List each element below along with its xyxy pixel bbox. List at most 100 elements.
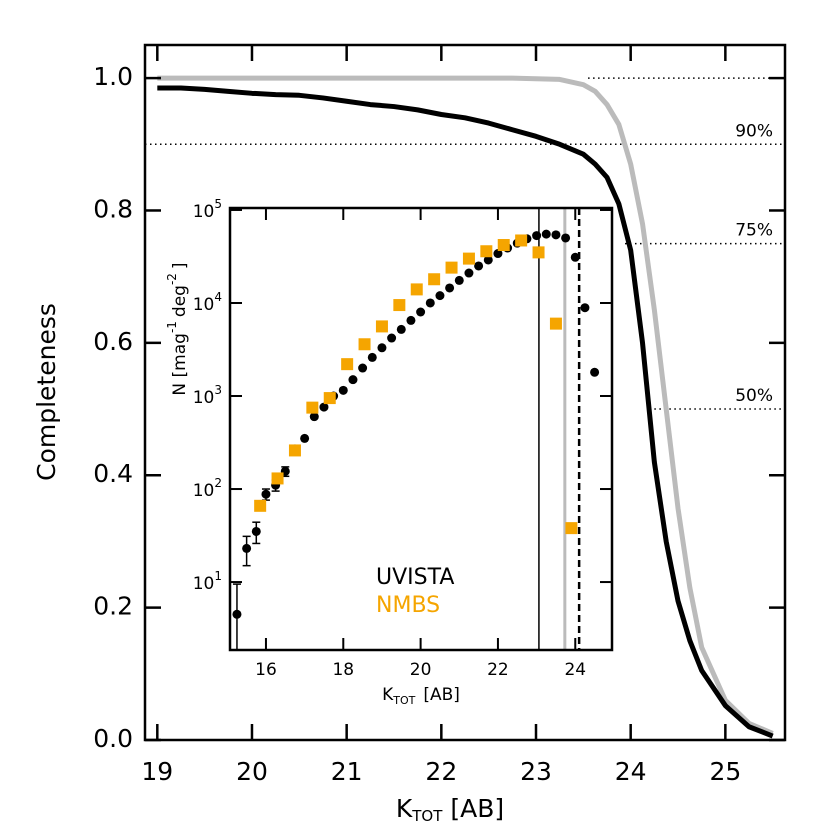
circle-marker <box>532 231 542 241</box>
circle-marker <box>358 363 368 373</box>
y-tick-exp: 1 <box>214 569 222 583</box>
y-tick-exp: 4 <box>214 289 222 303</box>
x-axis-label: KTOT [AB] <box>382 685 460 707</box>
x-tick-label: 20 <box>410 660 432 680</box>
square-marker <box>462 252 475 265</box>
y-tick-label: 105 <box>193 196 222 222</box>
circle-marker <box>493 249 503 259</box>
circle-marker <box>454 275 464 285</box>
x-axis-label-base: K <box>382 685 394 705</box>
y-tick-label: 0.2 <box>93 592 133 621</box>
circle-marker <box>435 291 445 301</box>
circle-marker <box>483 255 493 265</box>
reference-label: 90% <box>735 121 773 141</box>
circle-marker <box>348 375 358 385</box>
y-tick-label: 101 <box>193 569 222 595</box>
circle-marker <box>474 261 484 271</box>
x-tick-label: 21 <box>331 757 363 786</box>
x-tick-label: 19 <box>141 757 173 786</box>
y-tick-exp: 3 <box>214 383 222 397</box>
y-axis-label: Completeness <box>32 303 61 481</box>
circle-marker <box>570 252 580 262</box>
x-tick-label: 24 <box>615 757 647 786</box>
circle-marker <box>396 324 406 334</box>
y-axis-label-part: N [mag <box>170 333 190 396</box>
x-axis-label-rest: [AB] <box>450 794 504 823</box>
y-tick-label: 0.4 <box>93 459 133 488</box>
y-axis-label-part: ] <box>170 262 190 269</box>
circle-marker <box>338 385 348 395</box>
y-tick-label: 0.0 <box>93 724 133 753</box>
circle-marker <box>425 298 435 308</box>
square-marker <box>288 444 301 457</box>
square-marker <box>480 245 493 258</box>
curve <box>157 75 774 736</box>
x-tick-label: 23 <box>520 757 552 786</box>
legend-entry: NMBS <box>376 593 440 618</box>
circle-marker <box>319 402 329 412</box>
square-marker <box>393 299 406 312</box>
x-axis-label-base: K <box>396 794 413 823</box>
x-axis-label: KTOT [AB] <box>396 794 504 825</box>
circle-marker <box>464 268 474 278</box>
x-tick-label: 22 <box>487 660 509 680</box>
square-marker <box>445 261 458 274</box>
square-marker <box>515 234 528 247</box>
square-marker <box>358 338 371 351</box>
y-tick-label: 0.6 <box>93 327 133 356</box>
legend-entry: UVISTA <box>376 565 454 590</box>
circle-marker <box>590 367 600 377</box>
y-tick-base: 10 <box>193 481 215 501</box>
square-marker <box>497 239 510 252</box>
square-marker <box>410 283 423 296</box>
circle-marker <box>251 526 261 536</box>
square-marker <box>428 273 441 286</box>
inset-background <box>230 208 612 650</box>
circle-marker <box>309 412 319 422</box>
square-marker <box>323 392 336 405</box>
y-tick-label: 0.8 <box>93 194 133 223</box>
x-axis-label-sub: TOT <box>392 694 415 707</box>
x-tick-label: 24 <box>564 660 586 680</box>
y-tick-base: 10 <box>193 202 215 222</box>
x-tick-label: 18 <box>332 660 354 680</box>
y-tick-exp: 5 <box>214 196 222 210</box>
square-marker <box>254 499 267 512</box>
circle-marker <box>541 229 551 239</box>
square-marker <box>375 320 388 333</box>
circle-marker <box>261 489 271 499</box>
square-marker <box>306 401 319 414</box>
x-tick-label: 20 <box>236 757 268 786</box>
circle-marker <box>367 352 377 362</box>
circle-marker <box>416 307 426 317</box>
curve <box>157 85 774 739</box>
reference-label: 75% <box>735 221 773 241</box>
y-tick-base: 10 <box>193 295 215 315</box>
circle-marker <box>406 315 416 325</box>
circle-marker <box>551 230 561 240</box>
x-tick-label: 25 <box>709 757 741 786</box>
square-marker <box>271 472 284 485</box>
square-marker <box>341 358 354 371</box>
circle-marker <box>242 543 252 553</box>
square-marker <box>549 317 562 330</box>
y-tick-label: 102 <box>193 476 222 502</box>
plot-frame <box>143 43 787 742</box>
square-marker <box>565 522 578 535</box>
square-marker <box>532 246 545 259</box>
circle-marker <box>387 333 397 343</box>
reference-label: 50% <box>735 386 773 406</box>
y-tick-base: 10 <box>193 388 215 408</box>
x-axis-label-rest: [AB] <box>423 685 460 705</box>
x-tick-label: 22 <box>425 757 457 786</box>
y-tick-exp: 2 <box>214 476 222 490</box>
y-axis-label-part: deg <box>170 285 190 317</box>
x-tick-label: 16 <box>255 660 277 680</box>
x-axis-label-sub: TOT <box>411 807 443 825</box>
y-tick-label: 1.0 <box>93 62 133 91</box>
circle-marker <box>445 283 455 293</box>
y-axis-label-sup: -1 <box>165 321 179 333</box>
circle-marker <box>377 343 387 353</box>
